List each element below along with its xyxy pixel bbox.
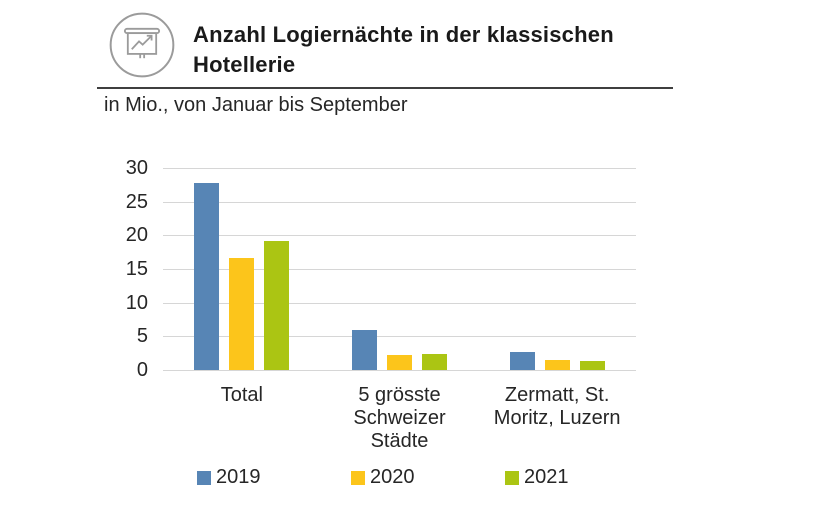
legend-swatch-2020 xyxy=(351,470,365,485)
gridline-y-30 xyxy=(163,168,636,169)
bar-2020-category-2 xyxy=(544,359,570,370)
legend-item-2021: 2021 xyxy=(505,466,569,489)
y-axis-tick-label: 20 xyxy=(125,224,148,247)
x-axis-category-label: Zermatt, St. Moritz, Luzern xyxy=(493,384,621,429)
gridline-y-10 xyxy=(163,302,636,304)
gridline-y-20 xyxy=(163,235,636,237)
y-axis-tick-label: 25 xyxy=(125,190,148,213)
presentation-chart-icon xyxy=(109,12,175,78)
bar-2021-category-1 xyxy=(422,353,447,370)
bar-2019-category-0 xyxy=(194,182,220,370)
gridline-y-15 xyxy=(163,269,636,270)
x-axis-category-label: Total xyxy=(220,384,263,406)
y-axis-tick-label: 15 xyxy=(125,258,148,280)
legend-label: 2020 xyxy=(370,466,415,488)
x-axis-category-label: 5 grösste Schweizer Städte xyxy=(353,384,446,452)
y-axis-tick-label: 0 xyxy=(136,359,148,381)
legend-label: 2021 xyxy=(524,466,569,488)
bar-2019-category-1 xyxy=(352,329,377,370)
y-axis-tick-label: 30 xyxy=(125,157,148,179)
y-axis-tick-label: 10 xyxy=(125,291,148,314)
bar-2020-category-0 xyxy=(229,258,255,370)
y-axis-tick-label: 5 xyxy=(136,325,148,348)
chart-subtitle: in Mio., von Januar bis September xyxy=(104,94,408,116)
header-divider xyxy=(97,87,673,89)
legend-swatch-2021 xyxy=(505,470,519,485)
gridline-y-25 xyxy=(163,201,636,203)
bar-2021-category-2 xyxy=(579,360,605,370)
legend-item-2020: 2020 xyxy=(351,466,415,489)
bar-2019-category-2 xyxy=(509,352,535,370)
legend-item-2019: 2019 xyxy=(197,466,261,489)
legend-label: 2019 xyxy=(216,466,261,488)
bar-2020-category-1 xyxy=(387,355,412,370)
page-title: Anzahl Logiernächte in der klassischen H… xyxy=(193,22,614,77)
gridline-y-0 xyxy=(163,370,636,371)
legend-swatch-2019 xyxy=(197,470,211,485)
bar-2021-category-0 xyxy=(264,241,290,370)
gridline-y-5 xyxy=(163,336,636,338)
